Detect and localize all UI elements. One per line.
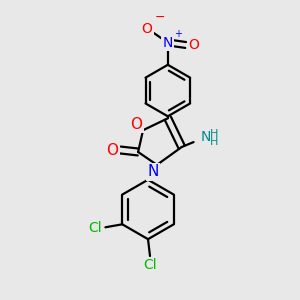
Text: Cl: Cl: [89, 221, 102, 235]
Text: +: +: [174, 29, 182, 39]
Text: −: −: [155, 11, 166, 24]
Text: O: O: [106, 142, 119, 158]
Text: H: H: [210, 137, 219, 147]
Text: N: N: [200, 130, 211, 144]
Text: O: O: [130, 117, 142, 132]
Text: N: N: [163, 36, 173, 50]
Text: O: O: [188, 38, 199, 52]
Text: O: O: [142, 22, 152, 36]
Text: Cl: Cl: [143, 258, 157, 272]
Text: H: H: [210, 129, 219, 139]
Text: N: N: [147, 164, 159, 179]
